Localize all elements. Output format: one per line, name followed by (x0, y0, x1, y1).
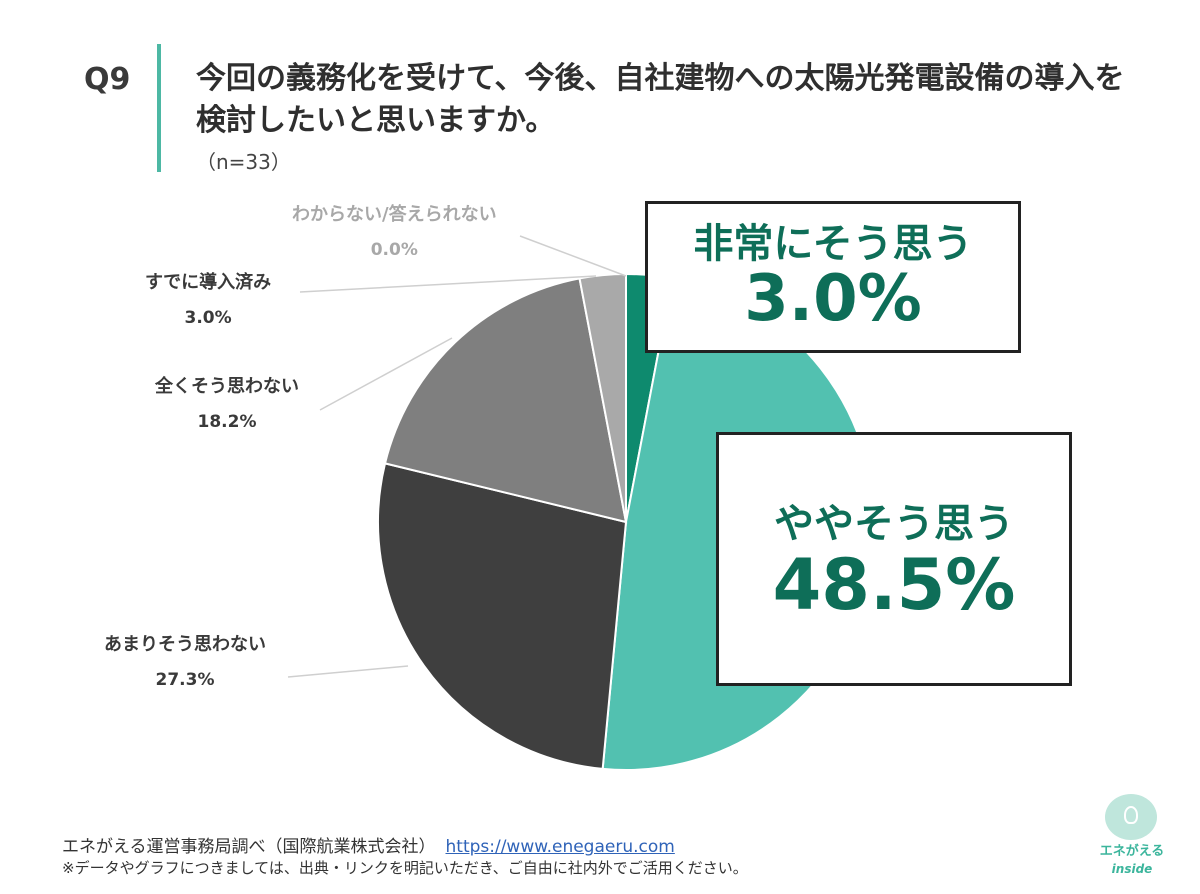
label-not-really: あまりそう思わない 27.3% (104, 630, 266, 690)
label-dont-know: わからない/答えられない 0.0% (292, 200, 497, 260)
footer-note: ※データやグラフにつきましては、出典・リンクを明記いただき、ご自由に社内外でご活… (62, 859, 748, 877)
leader-not-at-all (319, 337, 453, 411)
label-dont-know-name: わからない/答えられない (292, 204, 497, 225)
label-installed-pct: 3.0% (184, 308, 232, 328)
source-text: エネがえる運営事務局調べ（国際航業株式会社） (62, 837, 436, 857)
footer-source: エネがえる運営事務局調べ（国際航業株式会社） https://www.enegae… (62, 832, 675, 857)
label-not-really-pct: 27.3% (155, 670, 215, 690)
label-installed-name: すでに導入済み (145, 272, 272, 293)
pie-slice-3 (383, 277, 628, 524)
callout-somewhat-agree-pct: 48.5% (772, 544, 1016, 626)
label-not-at-all-pct: 18.2% (197, 412, 257, 432)
pie-slice-2 (377, 462, 628, 770)
callout-strongly-agree-name: 非常にそう思う (693, 221, 973, 267)
sample-size: （n=33） (196, 150, 291, 174)
logo-subtext: inside (1111, 862, 1153, 876)
logo: エネがえる inside (1092, 790, 1172, 886)
question-title: 今回の義務化を受けて、今後、自社建物への太陽光発電設備の導入を検討したいと思いま… (196, 61, 1125, 138)
source-link[interactable]: https://www.enegaeru.com (445, 837, 675, 857)
label-not-at-all-name: 全くそう思わない (155, 376, 299, 397)
label-not-at-all: 全くそう思わない 18.2% (155, 372, 299, 432)
callout-strongly-agree: 非常にそう思う 3.0% (645, 201, 1021, 353)
pie-slice-4 (578, 272, 627, 523)
lightbulb-icon (1124, 806, 1138, 824)
logo-text: エネがえる (1099, 844, 1165, 859)
label-dont-know-pct: 0.0% (370, 240, 418, 260)
callout-strongly-agree-pct: 3.0% (744, 262, 922, 336)
leader-installed (299, 275, 597, 293)
callout-somewhat-agree-name: ややそう思う (774, 501, 1014, 547)
leader-not-really (287, 665, 409, 678)
label-installed: すでに導入済み 3.0% (145, 268, 271, 328)
question-number: Q9 (84, 62, 131, 97)
leader-dont-know (519, 235, 627, 277)
callout-somewhat-agree: ややそう思う 48.5% (716, 432, 1072, 686)
title-divider (157, 44, 161, 172)
label-not-really-name: あまりそう思わない (104, 634, 266, 655)
